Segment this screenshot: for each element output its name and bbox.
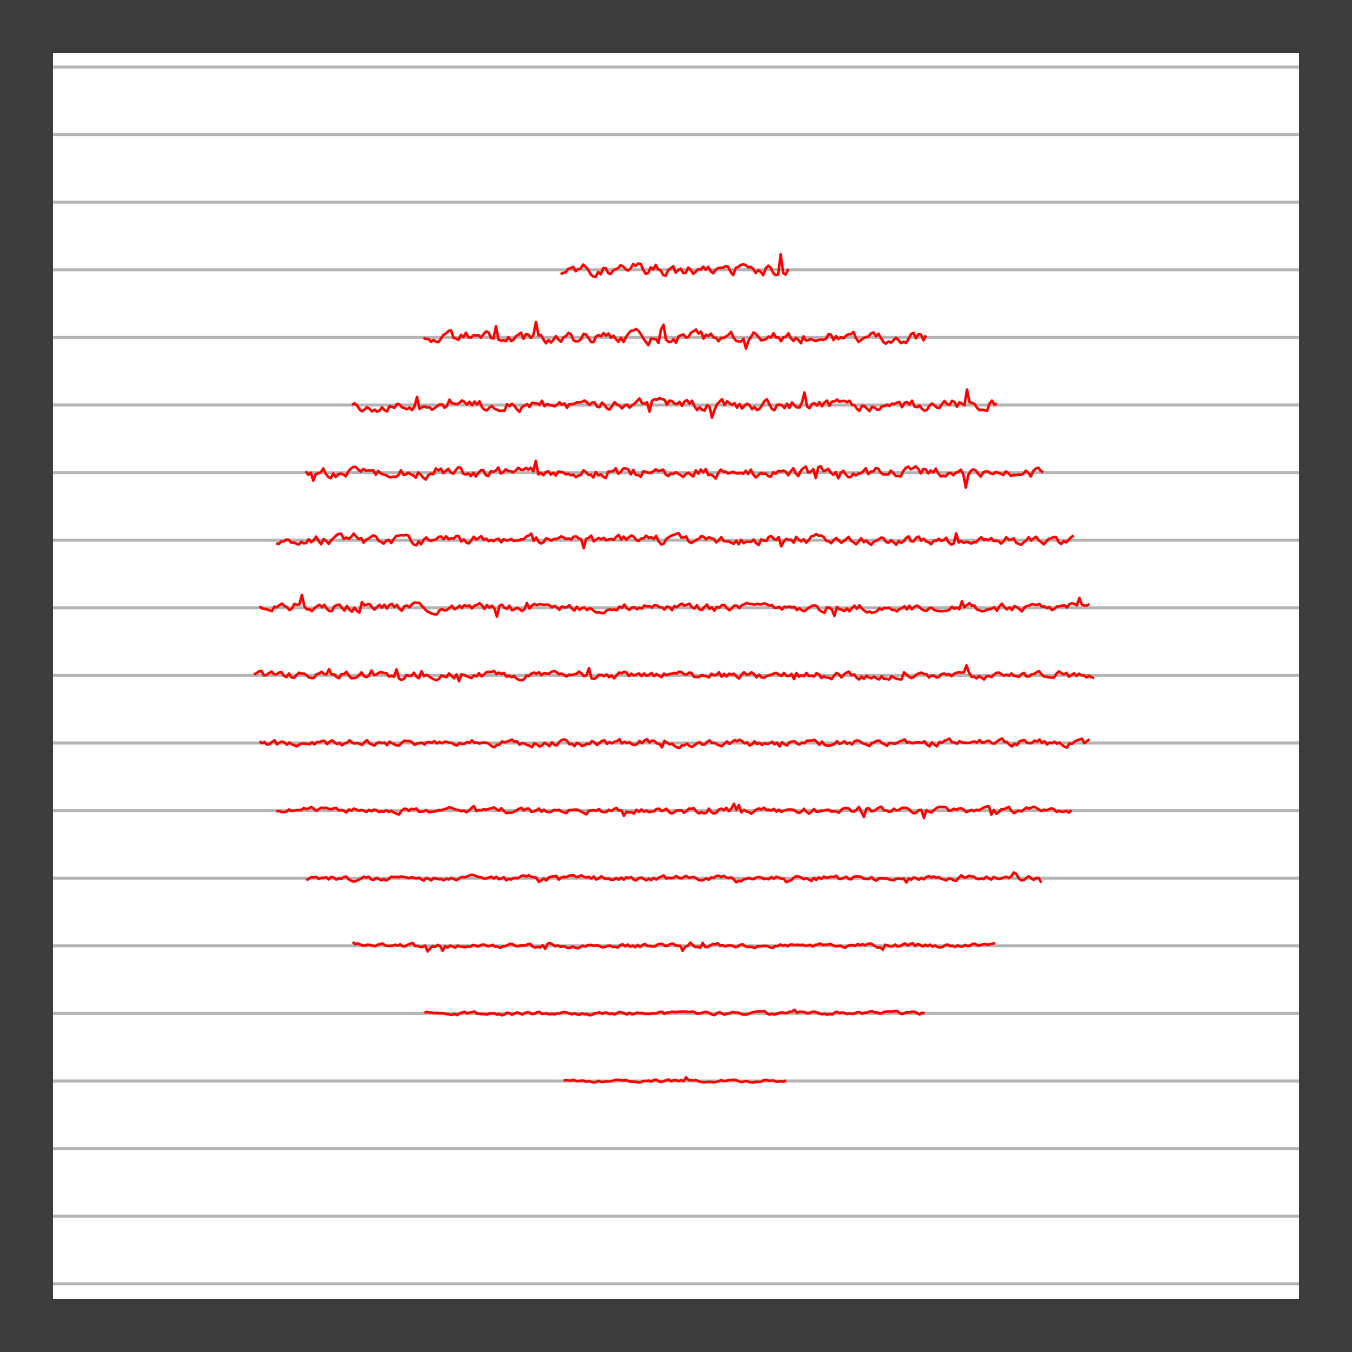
wave-line (560, 253, 790, 279)
wave-line (304, 459, 1045, 489)
wave-line (258, 737, 1091, 750)
artwork-canvas (53, 53, 1299, 1299)
wave-line (351, 941, 996, 953)
wave-line (276, 802, 1073, 820)
wave-line (305, 871, 1043, 884)
wave-line (253, 664, 1095, 683)
wave-line (351, 388, 998, 420)
wave-lines (253, 253, 1095, 1084)
wave-circle-artwork (53, 65, 1299, 1286)
guide-lines (53, 65, 1299, 1286)
wave-line (258, 593, 1091, 618)
wave-line (563, 1076, 787, 1084)
wave-line (424, 1008, 925, 1017)
wave-line (275, 531, 1075, 550)
wave-line (422, 320, 928, 350)
